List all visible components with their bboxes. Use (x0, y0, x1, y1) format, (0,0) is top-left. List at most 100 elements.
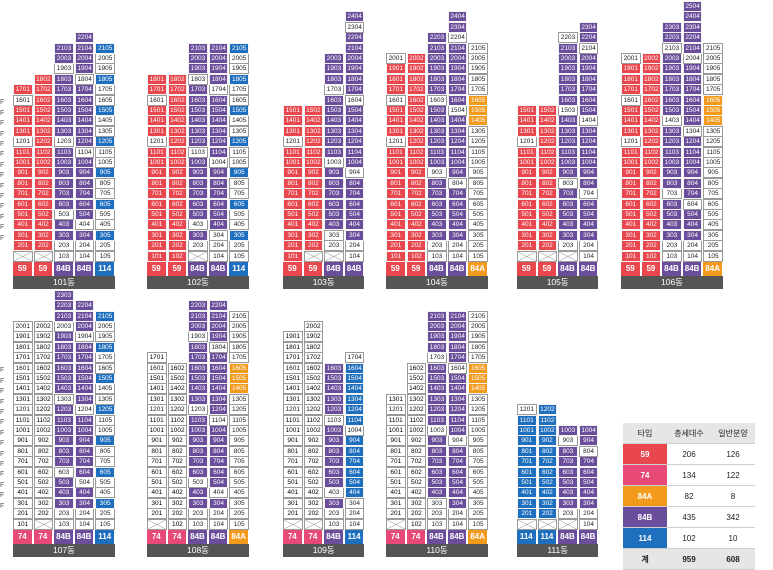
unit-cell: 404 (578, 487, 599, 499)
unit-cell: 1501 (517, 105, 537, 116)
unit-cell: 501 (13, 477, 33, 488)
table-row: 59 206 126 (623, 443, 755, 465)
unit-cell: 1601 (13, 362, 33, 374)
unit-cell: 1904 (682, 63, 703, 75)
unit-cell: 1705 (468, 352, 488, 364)
unit-cell: 1602 (303, 362, 324, 374)
unit-cell: 1601 (621, 94, 641, 106)
floor-label: F (0, 398, 5, 406)
unit-cell: 1502 (406, 105, 427, 116)
unit-type-cell: 74 (33, 530, 54, 544)
unit-cell: 202 (303, 240, 324, 252)
unit-cell: 1604 (578, 94, 599, 106)
unit-cell: 1203 (662, 136, 682, 148)
unit-cell: 302 (406, 497, 427, 509)
unit-cell: 2003 (662, 53, 682, 64)
unit-cell: 701 (147, 456, 167, 468)
unit-cell: 705 (229, 188, 249, 200)
unit-cell: 1004 (682, 157, 703, 168)
unit-cell: 102 (167, 250, 188, 262)
unit-cell: 2104 (344, 42, 365, 54)
unit-cell: 1904 (208, 63, 229, 75)
unit-cell: 101 (621, 250, 641, 262)
unit-cell: 2304 (447, 21, 468, 33)
unit-cell: 503 (427, 477, 447, 488)
unit-cell: 105 (229, 250, 249, 262)
unit-cell: 603 (324, 198, 344, 210)
empty-unit-cell (517, 518, 537, 530)
unit-cell: 402 (406, 219, 427, 231)
general-count: 8 (711, 485, 755, 507)
unit-cell: 201 (13, 240, 33, 252)
unit-cell: 2204 (578, 32, 599, 44)
empty-unit-cell (386, 518, 406, 530)
unit-cell: 202 (406, 508, 427, 520)
unit-cell: 1301 (147, 125, 167, 137)
unit-cell: 1803 (558, 73, 578, 85)
unit-cell: 1104 (447, 414, 468, 426)
type-label: 84B (623, 506, 667, 528)
unit-cell: 701 (147, 188, 167, 200)
unit-cell: 2204 (447, 32, 468, 44)
unit-cell: 1903 (54, 63, 74, 75)
unit-cell: 1503 (188, 373, 208, 384)
unit-cell: 305 (229, 229, 249, 241)
unit-cell: 1202 (406, 136, 427, 148)
unit-cell: 2103 (54, 42, 74, 54)
unit-cell: 1104 (208, 146, 229, 158)
unit-cell: 2005 (468, 53, 488, 64)
unit-cell: 1402 (641, 115, 662, 127)
unit-cell: 904 (578, 435, 599, 447)
unit-cell: 601 (386, 466, 406, 478)
unit-cell: 1505 (703, 105, 723, 116)
unit-cell: 803 (188, 445, 208, 457)
unit-cell: 401 (621, 219, 641, 231)
unit-cell: 503 (324, 209, 344, 220)
unit-cell: 402 (33, 219, 54, 231)
unit-cell: 502 (33, 477, 54, 488)
unit-cell: 1703 (54, 84, 74, 96)
unit-cell: 203 (558, 240, 578, 252)
unit-cell: 1002 (406, 425, 427, 436)
unit-cell: 1604 (447, 362, 468, 374)
unit-cell: 1101 (13, 414, 33, 426)
unit-type-cell: 59 (167, 262, 188, 276)
unit-cell: 1003 (558, 425, 578, 436)
unit-cell: 2004 (208, 321, 229, 332)
unit-cell: 1501 (283, 373, 303, 384)
unit-cell: 205 (703, 240, 723, 252)
unit-type-cell: 84B (558, 530, 578, 544)
unit-cell: 1503 (324, 373, 344, 384)
unit-cell: 2103 (662, 42, 682, 54)
unit-cell: 2203 (662, 32, 682, 44)
unit-cell: 1301 (386, 393, 406, 405)
unit-cell: 404 (74, 487, 95, 499)
unit-cell: 802 (303, 445, 324, 457)
unit-cell: 603 (324, 466, 344, 478)
unit-cell: 1004 (578, 425, 599, 436)
unit-type-cell: 84B (447, 262, 468, 276)
unit-cell: 1005 (229, 425, 249, 436)
unit-cell: 405 (95, 219, 115, 231)
unit-cell: 1503 (54, 373, 74, 384)
unit-cell: 105 (468, 518, 488, 530)
unit-cell: 1403 (188, 115, 208, 127)
unit-cell: 1403 (662, 115, 682, 127)
unit-cell: 801 (386, 177, 406, 189)
unit-cell: 403 (662, 219, 682, 231)
unit-cell: 1201 (621, 136, 641, 148)
unit-type-cell: 84B (188, 530, 208, 544)
building-label: 111동 (517, 544, 599, 557)
unit-cell: 602 (167, 466, 188, 478)
unit-cell: 1104 (447, 146, 468, 158)
unit-cell: 605 (95, 466, 115, 478)
unit-cell: 403 (427, 487, 447, 499)
unit-cell: 301 (147, 497, 167, 509)
unit-cell: 1104 (344, 146, 365, 158)
unit-cell: 2204 (682, 32, 703, 44)
unit-cell: 1603 (324, 94, 344, 106)
unit-cell: 902 (406, 167, 427, 179)
unit-cell: 104 (208, 518, 229, 530)
unit-cell: 202 (537, 508, 558, 520)
unit-cell: 905 (229, 435, 249, 447)
